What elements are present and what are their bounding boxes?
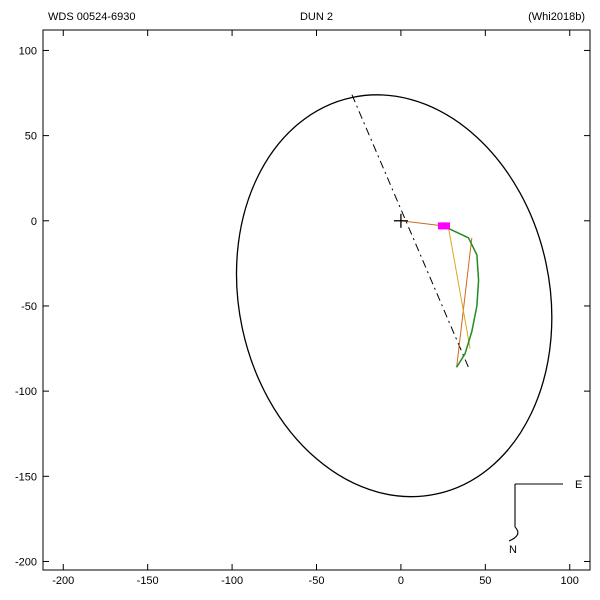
- y-tick-label: -100: [15, 386, 37, 398]
- observation-marker: [443, 223, 449, 229]
- x-tick-label: -200: [52, 575, 74, 587]
- compass-arc: [509, 527, 518, 541]
- compass-label-n: N: [509, 544, 517, 556]
- x-tick-label: 0: [398, 575, 404, 587]
- title-right: (Whi2018b): [528, 11, 585, 23]
- y-tick-label: 0: [31, 216, 37, 228]
- y-tick-label: 100: [19, 45, 37, 57]
- y-tick-label: 50: [25, 131, 37, 143]
- x-tick-label: -150: [137, 575, 159, 587]
- x-tick-label: -50: [309, 575, 325, 587]
- compass-label-e: E: [575, 479, 582, 491]
- plot-area: [200, 65, 588, 526]
- title-left: WDS 00524-6930: [48, 11, 135, 23]
- line-of-nodes: [352, 95, 468, 368]
- residual-line: [448, 226, 470, 349]
- title-center: DUN 2: [300, 11, 333, 23]
- y-tick-label: -150: [15, 471, 37, 483]
- x-tick-label: -100: [221, 575, 243, 587]
- x-tick-label: 100: [561, 575, 579, 587]
- y-tick-label: -50: [21, 301, 37, 313]
- x-tick-label: 50: [479, 575, 491, 587]
- y-tick-label: -200: [15, 556, 37, 568]
- orbit-ellipse: [200, 65, 588, 526]
